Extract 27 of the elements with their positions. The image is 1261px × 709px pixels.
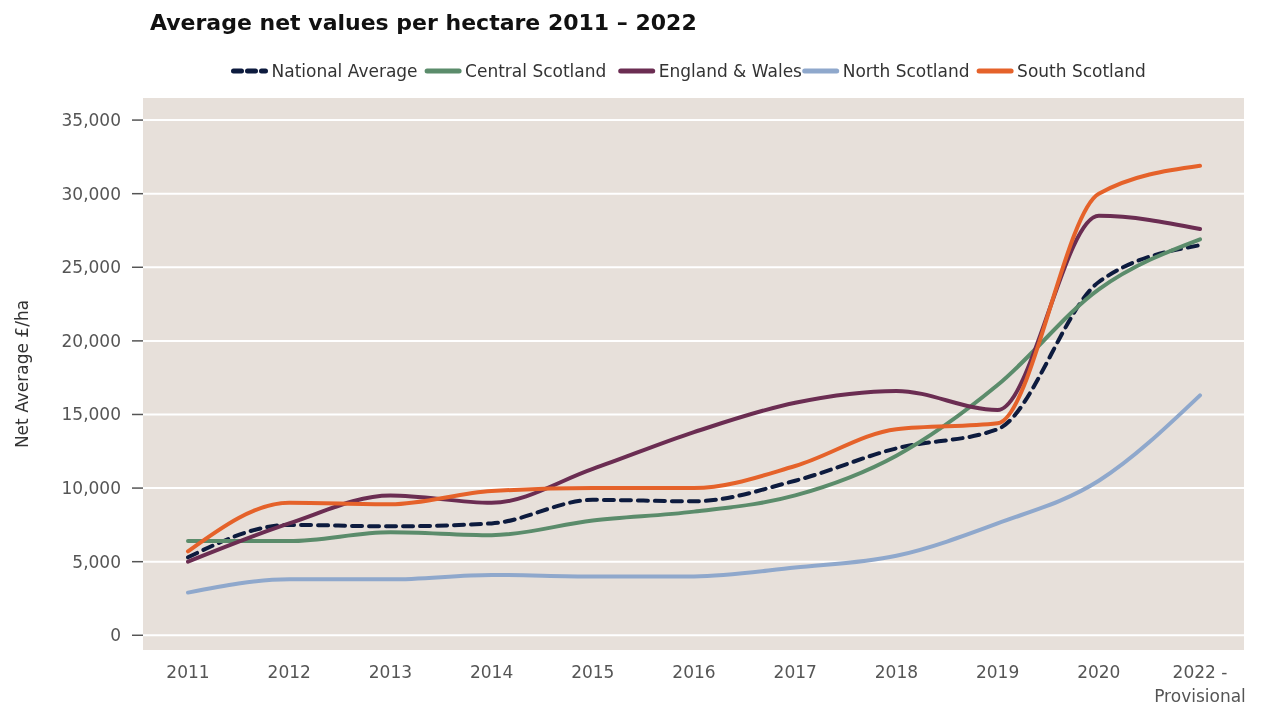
y-tick-label: 35,000 (61, 110, 121, 131)
legend-label: National Average (271, 60, 418, 81)
x-tick-label: 2022 - Provisional (1154, 662, 1246, 706)
x-tick-label: 2018 (874, 662, 919, 682)
y-tick-label: 15,000 (61, 404, 121, 425)
legend-label: England & Wales (658, 60, 803, 81)
y-tick-label: 25,000 (61, 257, 121, 278)
y-tick-label: 20,000 (61, 330, 121, 351)
x-tick-label: 2012 (267, 662, 311, 682)
y-tick-label: 0 (110, 625, 121, 646)
legend-label: Central Scotland (465, 60, 607, 81)
x-tick-label: 2020 (1077, 662, 1121, 682)
x-tick-label: 2013 (368, 662, 413, 682)
y-axis-title: Net Average £/ha (12, 299, 32, 449)
y-tick-label: 30,000 (61, 183, 121, 204)
x-tick-label: 2019 (975, 662, 1020, 682)
x-tick-label: 2016 (672, 662, 716, 682)
x-tick-label: 2014 (469, 662, 514, 682)
x-tick-label: 2015 (571, 662, 615, 682)
legend-label: North Scotland (842, 60, 970, 81)
legend-label: South Scotland (1017, 60, 1146, 81)
x-tick-label: 2017 (773, 662, 817, 682)
x-tick-label: 2011 (166, 662, 210, 682)
chart-title: Average net values per hectare 2011 – 2022 (150, 10, 697, 35)
line-series (186, 393, 1202, 595)
y-tick-label: 5,000 (72, 551, 121, 572)
y-tick-label: 10,000 (61, 478, 121, 499)
